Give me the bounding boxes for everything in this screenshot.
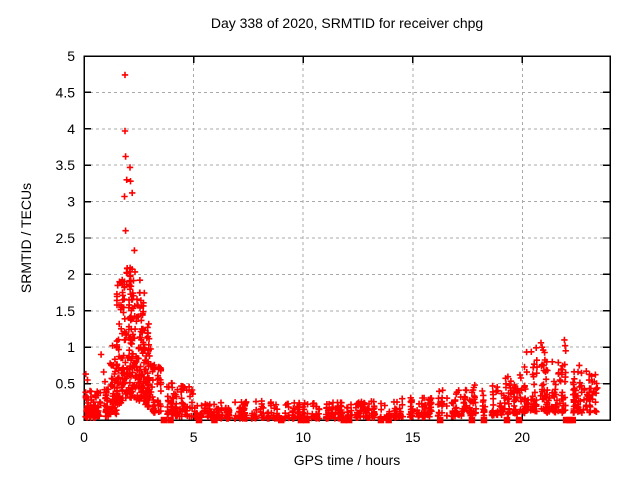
svg-text:1.5: 1.5 bbox=[56, 303, 76, 319]
svg-text:2: 2 bbox=[67, 266, 75, 282]
svg-text:0: 0 bbox=[67, 412, 75, 428]
svg-text:0.5: 0.5 bbox=[56, 376, 76, 392]
svg-text:2.5: 2.5 bbox=[56, 230, 76, 246]
svg-text:20: 20 bbox=[515, 429, 531, 445]
svg-text:1: 1 bbox=[67, 339, 75, 355]
chart-title: Day 338 of 2020, SRMTID for receiver chp… bbox=[210, 15, 484, 31]
svg-text:5: 5 bbox=[190, 429, 198, 445]
tick-labels: 0 0.5 1 1.5 2 2.5 3 3.5 4 4.5 5 0 5 10 15 20 bbox=[56, 48, 531, 445]
svg-text:10: 10 bbox=[295, 429, 311, 445]
scatter-plus-markers bbox=[82, 71, 601, 422]
svg-text:4: 4 bbox=[67, 121, 75, 137]
svg-text:0: 0 bbox=[80, 429, 88, 445]
svg-text:3: 3 bbox=[67, 194, 75, 210]
x-axis-label: GPS time / hours bbox=[293, 452, 401, 468]
zero-flag-squares bbox=[160, 416, 576, 424]
svg-text:15: 15 bbox=[405, 429, 421, 445]
grid-lines bbox=[84, 56, 610, 420]
svg-text:3.5: 3.5 bbox=[56, 157, 76, 173]
svg-text:5: 5 bbox=[67, 48, 75, 64]
svg-text:4.5: 4.5 bbox=[56, 84, 76, 100]
